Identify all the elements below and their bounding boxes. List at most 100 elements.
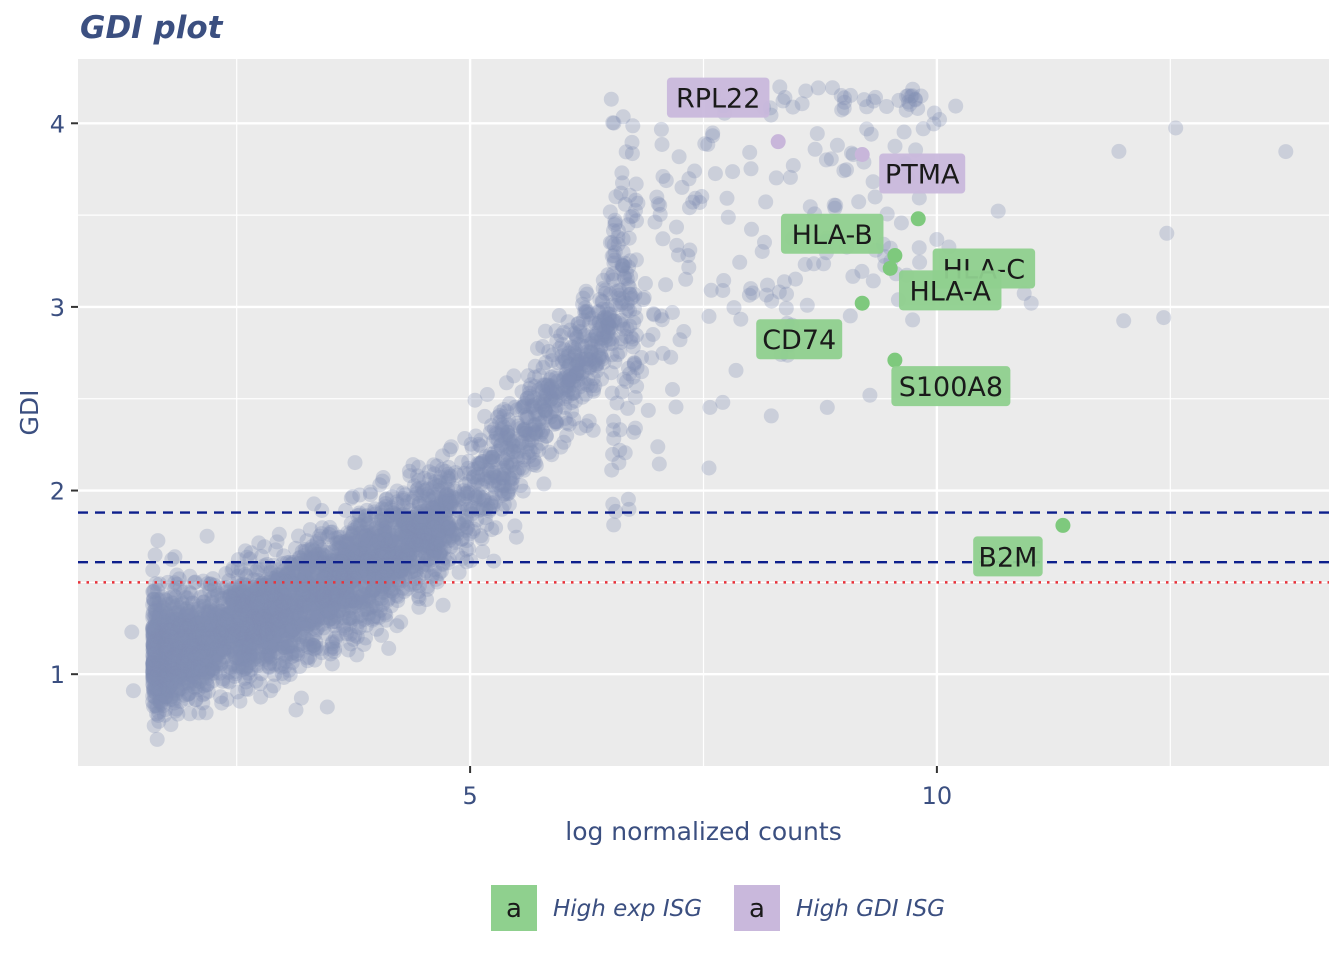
background-gene-point <box>616 321 632 337</box>
background-gene-point <box>898 102 914 118</box>
highlighted-gene-point <box>854 295 870 311</box>
background-gene-point <box>268 569 284 585</box>
background-gene-point <box>170 602 186 618</box>
background-gene-point <box>537 323 553 339</box>
background-gene-point <box>603 91 619 107</box>
background-gene-point <box>389 555 405 571</box>
background-gene-point <box>332 626 348 642</box>
background-gene-point <box>232 602 248 618</box>
background-gene-point <box>904 88 920 104</box>
background-gene-point <box>549 383 565 399</box>
background-gene-point <box>171 636 187 652</box>
background-gene-point <box>182 628 198 644</box>
background-gene-point <box>261 580 277 596</box>
background-gene-point <box>325 553 341 568</box>
background-gene-point <box>528 403 544 419</box>
background-gene-point <box>174 664 190 680</box>
background-gene-point <box>168 643 184 659</box>
background-gene-point <box>342 541 358 557</box>
background-gene-point <box>154 653 170 669</box>
background-gene-point <box>538 390 554 406</box>
background-gene-point <box>441 471 457 486</box>
background-gene-point <box>511 460 527 476</box>
background-gene-point <box>352 589 367 605</box>
background-gene-point <box>199 654 214 670</box>
background-gene-point <box>228 622 244 638</box>
background-gene-point <box>197 661 213 677</box>
background-gene-point <box>614 261 630 277</box>
background-gene-point <box>193 589 209 605</box>
y-tick-label: 1 <box>50 661 65 689</box>
background-gene-point <box>215 627 231 643</box>
background-gene-point <box>720 209 736 225</box>
background-gene-point <box>501 470 517 486</box>
background-gene-point <box>243 587 259 603</box>
background-gene-point <box>227 602 243 618</box>
background-gene-point <box>485 498 501 514</box>
background-gene-point <box>364 526 380 542</box>
background-gene-point <box>158 668 174 684</box>
background-gene-point <box>343 568 359 583</box>
background-gene-point <box>425 511 441 527</box>
background-gene-point <box>369 533 385 549</box>
background-gene-point <box>318 592 334 608</box>
background-gene-point <box>159 690 175 706</box>
background-gene-point <box>306 612 322 628</box>
background-gene-point <box>606 517 622 533</box>
background-gene-point <box>177 624 193 640</box>
background-gene-point <box>339 583 355 598</box>
background-gene-point <box>260 646 276 662</box>
background-gene-point <box>236 599 252 615</box>
background-gene-point <box>165 631 181 647</box>
background-gene-point <box>397 520 413 536</box>
background-gene-point <box>604 248 620 264</box>
background-gene-point <box>364 532 380 548</box>
background-gene-point <box>289 596 304 612</box>
background-gene-point <box>380 525 395 541</box>
background-gene-point <box>236 621 252 637</box>
background-gene-point <box>191 601 207 617</box>
background-gene-point <box>573 375 589 391</box>
background-gene-point <box>492 438 508 454</box>
background-gene-point <box>155 651 171 667</box>
background-gene-point <box>190 641 206 657</box>
background-gene-point <box>463 436 479 452</box>
background-gene-point <box>401 535 417 551</box>
background-gene-point <box>525 400 541 416</box>
background-gene-point <box>236 576 252 592</box>
background-gene-point <box>236 644 252 660</box>
background-gene-point <box>149 615 165 631</box>
background-gene-point <box>181 676 197 692</box>
background-gene-point <box>217 635 233 651</box>
background-gene-point <box>403 534 419 550</box>
background-gene-point <box>845 268 861 284</box>
background-gene-point <box>232 594 248 610</box>
background-gene-point <box>323 580 339 596</box>
background-gene-point <box>156 621 172 636</box>
background-gene-point <box>707 166 723 182</box>
background-gene-point <box>726 300 742 316</box>
background-gene-point <box>192 615 208 631</box>
background-gene-point <box>426 466 442 482</box>
background-gene-point <box>449 467 465 483</box>
background-gene-point <box>553 328 569 344</box>
background-gene-point <box>167 643 183 658</box>
background-gene-point <box>546 382 562 398</box>
background-gene-point <box>267 607 283 623</box>
background-gene-point <box>248 564 264 580</box>
background-gene-point <box>395 580 411 596</box>
background-gene-point <box>399 524 415 540</box>
background-gene-point <box>900 88 916 104</box>
background-gene-point <box>223 635 239 651</box>
background-gene-point <box>441 518 457 534</box>
background-gene-point <box>371 548 387 564</box>
background-gene-point <box>474 531 490 547</box>
background-gene-point <box>583 343 599 359</box>
background-gene-point <box>341 556 357 572</box>
background-gene-point <box>386 548 402 564</box>
background-gene-point <box>324 552 340 568</box>
background-gene-point <box>179 650 195 666</box>
background-gene-point <box>151 661 167 677</box>
background-gene-point <box>326 571 342 587</box>
background-gene-point <box>237 567 253 582</box>
